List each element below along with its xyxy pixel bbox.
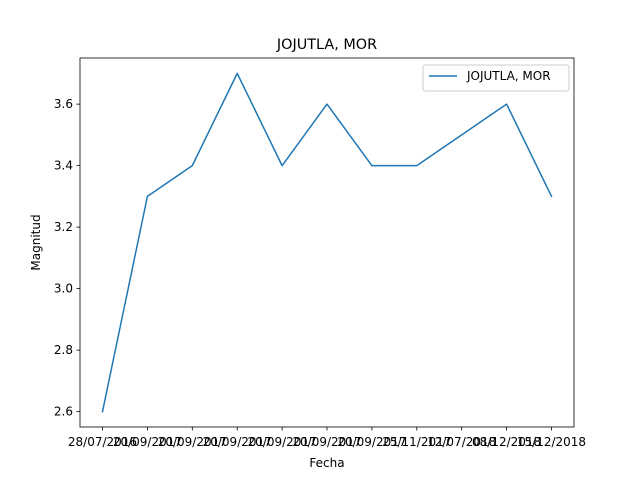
x-tick-label: 20/09/2017 (158, 435, 227, 449)
x-tick-label: 25/11/2017 (382, 435, 451, 449)
y-tick-label: 2.8 (54, 343, 73, 357)
x-tick-label: 20/09/2017 (113, 435, 182, 449)
legend: JOJUTLA, MOR (422, 64, 570, 92)
x-tick-label: 20/09/2017 (203, 435, 272, 449)
x-axis-ticks: 28/07/201620/09/201720/09/201720/09/2017… (68, 427, 586, 449)
x-tick-label: 15/12/2018 (517, 435, 586, 449)
x-tick-label: 28/07/2016 (68, 435, 137, 449)
x-tick-label: 20/09/2017 (248, 435, 317, 449)
plot-frame (79, 57, 575, 428)
y-tick-label: 3.4 (54, 159, 73, 173)
y-axis-ticks: 2.6 2.8 3.0 3.2 3.4 3.6 (54, 97, 80, 419)
y-tick-label: 3.2 (54, 220, 73, 234)
legend-label: JOJUTLA, MOR (466, 69, 551, 83)
chart-title: JOJUTLA, MOR (276, 37, 377, 53)
y-tick-label: 2.6 (54, 405, 73, 419)
series-line (101, 72, 553, 413)
y-axis-title: Magnitud (29, 214, 43, 270)
x-axis-title: Fecha (309, 456, 344, 470)
x-tick-label: 08/12/2018 (472, 435, 541, 449)
series-layer (101, 72, 553, 413)
y-tick-label: 3.0 (54, 282, 73, 296)
x-tick-label: 20/09/2017 (337, 435, 406, 449)
x-tick-label: 20/09/2017 (292, 435, 361, 449)
legend-box (422, 64, 570, 92)
x-tick-label: 12/07/2018 (427, 435, 496, 449)
y-tick-label: 3.6 (54, 97, 73, 111)
